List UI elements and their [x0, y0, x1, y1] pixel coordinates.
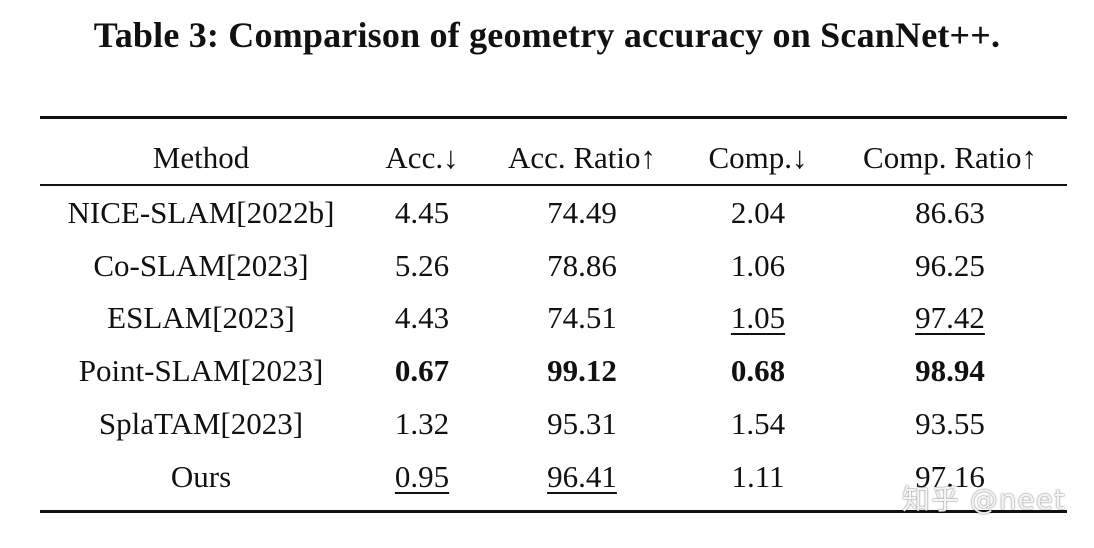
cell-comp: 1.11	[682, 451, 834, 503]
cell-acc-ratio: 95.31	[482, 398, 682, 450]
table-row: SplaTAM[2023] 1.32 95.31 1.54 93.55	[40, 398, 1067, 450]
cell-acc: 1.32	[362, 398, 482, 450]
cell-text: 1.06	[730, 248, 786, 283]
cell-text: Co-SLAM[2023]	[93, 248, 309, 283]
cell-comp-ratio: 98.94	[834, 345, 1066, 397]
cell-method: SplaTAM[2023]	[40, 398, 362, 450]
header-rule	[40, 184, 1067, 186]
cell-text: 99.12	[547, 353, 617, 388]
cell-text: 0.68	[730, 353, 786, 388]
cell-text: 0.67	[394, 353, 450, 388]
cell-text: 96.41	[547, 459, 617, 494]
cell-text: 95.31	[547, 406, 617, 441]
cell-text: 4.45	[394, 195, 450, 230]
watermark: 知乎 @neet	[901, 483, 1066, 516]
cell-acc: 4.43	[362, 292, 482, 344]
table-caption: Table 3: Comparison of geometry accuracy…	[93, 15, 1001, 55]
cell-comp-ratio: 93.55	[834, 398, 1066, 450]
cell-method: NICE-SLAM[2022b]	[40, 187, 362, 239]
table-row: Co-SLAM[2023] 5.26 78.86 1.06 96.25	[40, 240, 1067, 292]
cell-text: NICE-SLAM[2022b]	[67, 195, 335, 230]
cell-comp-ratio: 97.42	[834, 292, 1066, 344]
cell-text: 1.54	[730, 406, 786, 441]
header-comp: Comp.↓	[708, 140, 808, 175]
cell-text: 4.43	[394, 300, 450, 335]
header-comp-ratio: Comp. Ratio↑	[863, 140, 1037, 175]
cell-comp-ratio: 96.25	[834, 240, 1066, 292]
results-table: Method Acc.↓ Acc. Ratio↑ Comp.↓ Comp. Ra…	[40, 0, 1067, 548]
cell-acc: 0.95	[362, 451, 482, 503]
cell-comp-ratio: 86.63	[834, 187, 1066, 239]
cell-text: 2.04	[730, 195, 786, 230]
cell-acc-ratio: 74.51	[482, 292, 682, 344]
cell-text: 74.49	[547, 195, 617, 230]
cell-text: 5.26	[394, 248, 450, 283]
cell-text: 97.16	[915, 459, 985, 494]
cell-text: Point-SLAM[2023]	[78, 353, 324, 388]
cell-text: 86.63	[915, 195, 985, 230]
cell-comp: 1.54	[682, 398, 834, 450]
cell-acc: 5.26	[362, 240, 482, 292]
cell-acc-ratio: 96.41	[482, 451, 682, 503]
header-method: Method	[152, 140, 250, 175]
cell-text: 78.86	[547, 248, 617, 283]
header-row: Method Acc.↓ Acc. Ratio↑ Comp.↓ Comp. Ra…	[40, 132, 1067, 184]
cell-method: Co-SLAM[2023]	[40, 240, 362, 292]
cell-text: 1.32	[394, 406, 450, 441]
cell-method: Point-SLAM[2023]	[40, 345, 362, 397]
table-row: Point-SLAM[2023] 0.67 99.12 0.68 98.94	[40, 345, 1067, 397]
cell-comp: 1.05	[682, 292, 834, 344]
header-acc-ratio: Acc. Ratio↑	[507, 140, 657, 175]
cell-acc-ratio: 74.49	[482, 187, 682, 239]
cell-text: 96.25	[915, 248, 985, 283]
table-row: ESLAM[2023] 4.43 74.51 1.05 97.42	[40, 292, 1067, 344]
cell-acc-ratio: 99.12	[482, 345, 682, 397]
table-row: NICE-SLAM[2022b] 4.45 74.49 2.04 86.63	[40, 187, 1067, 239]
header-acc: Acc.↓	[385, 140, 459, 175]
cell-text: ESLAM[2023]	[107, 300, 295, 335]
bottom-rule	[40, 510, 1067, 513]
cell-text: 0.95	[394, 459, 450, 494]
cell-text: 98.94	[915, 353, 985, 388]
cell-acc: 0.67	[362, 345, 482, 397]
cell-text: 97.42	[915, 300, 985, 335]
cell-comp: 2.04	[682, 187, 834, 239]
cell-text: SplaTAM[2023]	[98, 406, 304, 441]
cell-text: 74.51	[547, 300, 617, 335]
cell-comp: 1.06	[682, 240, 834, 292]
cell-comp: 0.68	[682, 345, 834, 397]
cell-acc-ratio: 78.86	[482, 240, 682, 292]
cell-acc: 4.45	[362, 187, 482, 239]
cell-method: ESLAM[2023]	[40, 292, 362, 344]
cell-method: Ours	[40, 451, 362, 503]
top-rule	[40, 116, 1067, 119]
cell-text: 93.55	[915, 406, 985, 441]
cell-comp-ratio: 97.16	[834, 451, 1066, 503]
cell-text: 1.05	[730, 300, 786, 335]
cell-text: Ours	[170, 459, 232, 494]
table-row: Ours 0.95 96.41 1.11 97.16	[40, 451, 1067, 503]
cell-text: 1.11	[731, 459, 785, 494]
